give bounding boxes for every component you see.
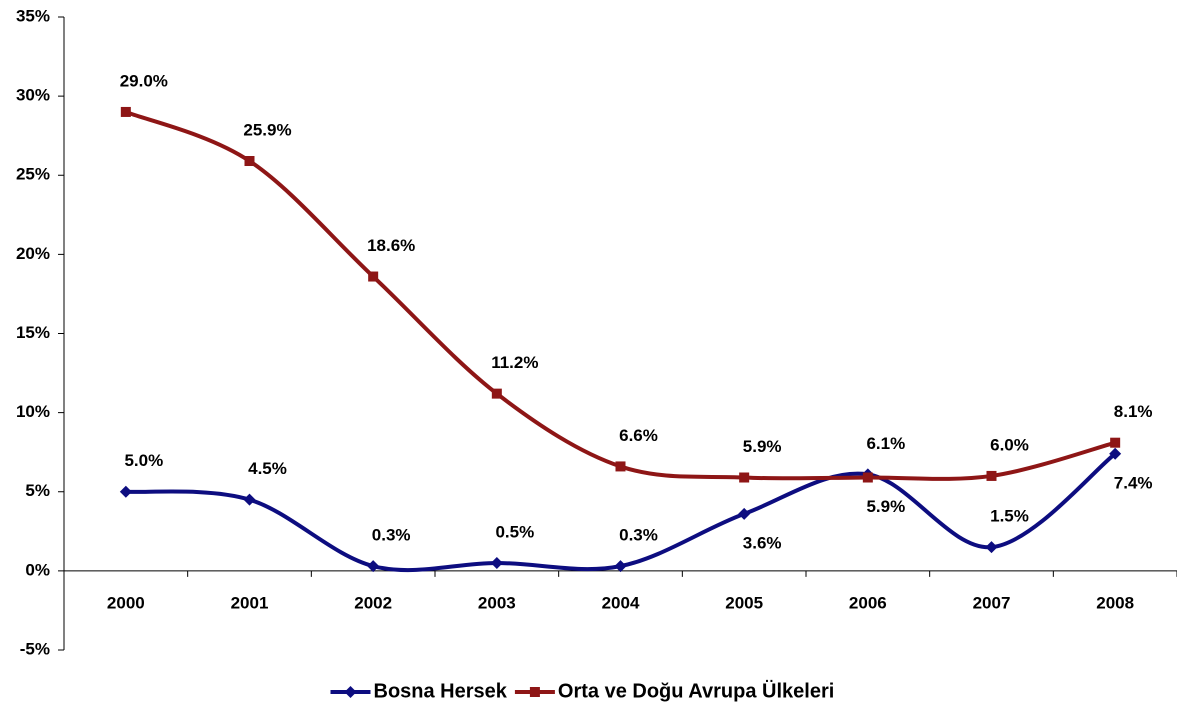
marker <box>368 271 379 282</box>
marker <box>120 106 131 117</box>
data-label: 5.9% <box>866 497 905 516</box>
y-tick-label: -5% <box>20 639 50 658</box>
data-label: 0.3% <box>619 526 658 545</box>
marker <box>367 560 380 573</box>
x-tick-label: 2007 <box>973 593 1011 612</box>
data-label: 0.3% <box>372 526 411 545</box>
marker <box>615 461 626 472</box>
data-label: 1.5% <box>990 507 1029 526</box>
x-tick-label: 2002 <box>354 593 392 612</box>
data-label: 4.5% <box>248 459 287 478</box>
marker <box>1110 437 1121 448</box>
legend-label: Bosna Hersek <box>374 680 508 702</box>
marker <box>985 541 998 554</box>
legend-marker <box>529 687 540 697</box>
line <box>125 110 1116 481</box>
marker <box>986 470 997 481</box>
y-tick-label: 0% <box>25 560 50 579</box>
data-label: 8.1% <box>1114 402 1153 421</box>
x-tick-label: 2003 <box>478 593 516 612</box>
y-tick-label: 15% <box>16 323 50 342</box>
legend-label: Orta ve Doğu Avrupa Ülkeleri <box>558 679 834 702</box>
marker <box>244 156 255 167</box>
y-tick-label: 10% <box>16 402 50 421</box>
y-tick-label: 5% <box>25 481 50 500</box>
marker <box>739 472 750 483</box>
marker <box>1109 447 1122 460</box>
data-label: 6.0% <box>990 435 1029 454</box>
data-label: 0.5% <box>495 522 534 541</box>
data-label: 5.0% <box>124 451 163 470</box>
x-tick-label: 2005 <box>725 593 763 612</box>
x-tick-label: 2008 <box>1096 593 1134 612</box>
marker <box>614 560 627 573</box>
marker <box>119 485 132 498</box>
y-tick-label: 25% <box>16 165 50 184</box>
x-tick-label: 2004 <box>602 593 640 612</box>
data-label: 11.2% <box>491 353 538 372</box>
data-label: 5.9% <box>743 437 782 456</box>
y-tick-label: 35% <box>16 6 50 25</box>
x-tick-label: 2006 <box>849 593 887 612</box>
legend-marker <box>344 686 357 698</box>
y-tick-label: 30% <box>16 86 50 105</box>
data-label: 6.1% <box>866 434 905 453</box>
data-label: 29.0% <box>120 71 168 90</box>
y-tick-label: 20% <box>16 244 50 263</box>
x-tick-label: 2000 <box>107 593 145 612</box>
marker <box>491 388 502 399</box>
marker <box>243 493 256 506</box>
x-tick-label: 2001 <box>231 593 269 612</box>
data-label: 3.6% <box>743 533 782 552</box>
marker <box>738 507 751 520</box>
data-label: 6.6% <box>619 426 658 445</box>
data-label: 18.6% <box>367 236 415 255</box>
marker <box>490 556 503 569</box>
data-label: 25.9% <box>243 120 291 139</box>
marker <box>862 472 873 483</box>
data-label: 7.4% <box>1114 473 1153 492</box>
